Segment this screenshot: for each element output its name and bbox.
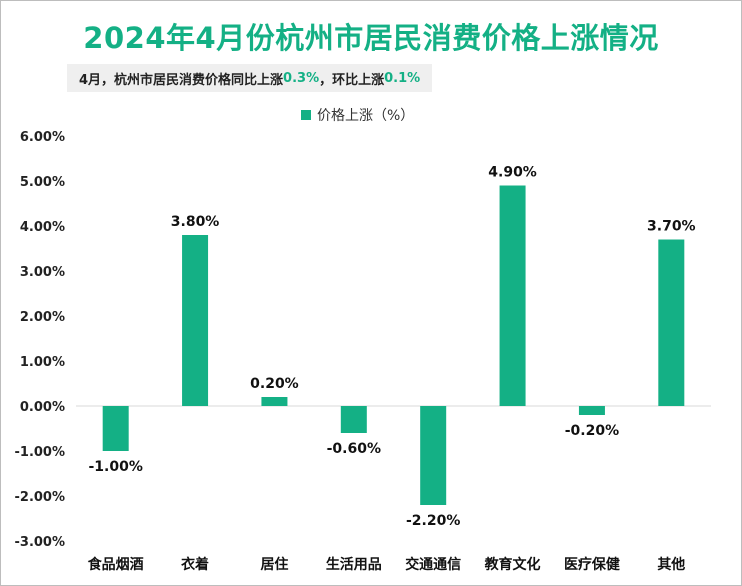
y-tick-label: 1.00% xyxy=(20,355,65,370)
subtitle-yoy-value: 0.3% xyxy=(283,70,320,86)
category-label: 居住 xyxy=(260,556,288,573)
subtitle-mom-value: 0.1% xyxy=(384,70,421,86)
y-tick-label: 4.00% xyxy=(20,220,65,235)
bar xyxy=(182,235,209,406)
y-tick-label: 0.00% xyxy=(20,400,65,415)
y-tick-label: 2.00% xyxy=(20,310,65,325)
category-label: 衣着 xyxy=(181,556,209,573)
chart-title: 2024年4月份杭州市居民消费价格上涨情况 xyxy=(83,21,659,55)
category-label: 其他 xyxy=(657,556,685,573)
category-label: 生活用品 xyxy=(326,556,382,573)
data-label: -0.20% xyxy=(565,423,619,439)
y-tick-label: -2.00% xyxy=(15,490,66,505)
data-label: 4.90% xyxy=(488,165,537,181)
bar xyxy=(102,406,129,451)
data-label: -2.20% xyxy=(406,513,460,529)
category-label: 医疗保健 xyxy=(564,556,620,573)
subtitle-box: 4月，杭州市居民消费价格同比上涨 0.3% ，环比上涨 0.1% xyxy=(67,64,433,92)
bar xyxy=(340,406,367,433)
y-tick-label: 6.00% xyxy=(20,130,65,145)
legend-label: 价格上涨（%） xyxy=(317,108,415,124)
category-label: 食品烟酒 xyxy=(88,556,144,573)
bar xyxy=(420,406,447,505)
legend: 价格上涨（%） xyxy=(301,105,414,125)
y-tick-label: 3.00% xyxy=(20,265,65,280)
bar xyxy=(658,239,685,406)
bar xyxy=(261,397,288,406)
y-tick-label: -3.00% xyxy=(15,535,66,550)
data-label: 3.80% xyxy=(171,214,220,230)
category-label: 教育文化 xyxy=(485,556,541,573)
y-tick-label: -1.00% xyxy=(15,445,66,460)
bar xyxy=(578,406,605,415)
data-label: -0.60% xyxy=(327,441,381,457)
subtitle-prefix: 4月，杭州市居民消费价格同比上涨 xyxy=(79,72,284,88)
category-label: 交通通信 xyxy=(405,556,461,573)
data-label: 3.70% xyxy=(647,219,696,235)
subtitle-middle: ，环比上涨 xyxy=(319,72,385,88)
bar xyxy=(499,185,526,406)
y-tick-label: 5.00% xyxy=(20,175,65,190)
data-label: 0.20% xyxy=(250,376,299,392)
data-label: -1.00% xyxy=(88,459,142,475)
legend-swatch xyxy=(301,110,311,120)
